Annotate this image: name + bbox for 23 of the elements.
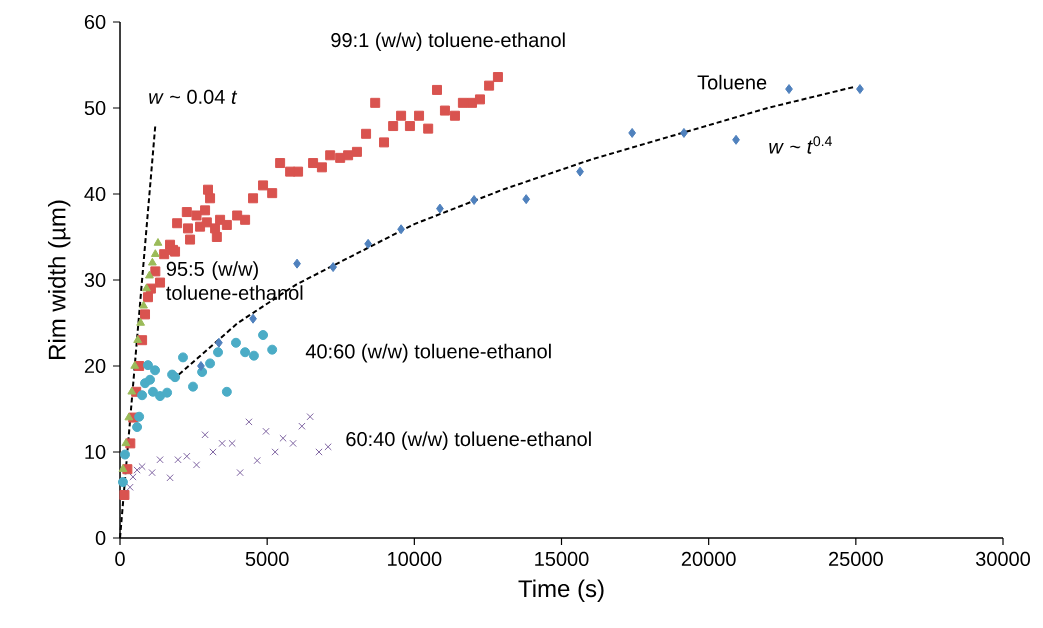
x-tick-label: 20000 (681, 551, 736, 566)
y-tick-label: 10 (85, 444, 106, 460)
y-tick-label: 0 (95, 530, 106, 546)
series-label: w ~ 0.04 t (149, 89, 238, 104)
x-tick-label: 5000 (245, 551, 289, 566)
x-tick-label: 10000 (388, 551, 442, 566)
y-axis-title: Rim width (µm) (47, 200, 71, 359)
x-tick-label: 0 (115, 551, 125, 566)
series-label: w ~ t$^{0.4}$ (769, 136, 832, 154)
series-label: Toluene (697, 74, 767, 90)
series-label: 95:5 (w/w) toluene-ethanol (166, 261, 303, 300)
y-tick-label: 20 (84, 358, 106, 374)
series-label: 60:40 (w/w) toluene-ethanol (346, 431, 591, 451)
x-tick-label: 30000 (975, 551, 1031, 566)
y-tick-label: 40 (84, 186, 106, 202)
x-tick-label: 25000 (829, 551, 883, 566)
y-tick-label: 50 (84, 100, 106, 116)
text: 99:1 (w/w) toluene-ethanol (331, 32, 565, 52)
y-tick-label: 30 (84, 272, 106, 288)
series-label: 40:60 (w/w) toluene-ethanol (305, 343, 551, 363)
y-tick-label: 60 (84, 14, 106, 30)
x-tick-label: 15000 (535, 551, 589, 566)
x-axis-title: Time (s) (518, 579, 604, 602)
